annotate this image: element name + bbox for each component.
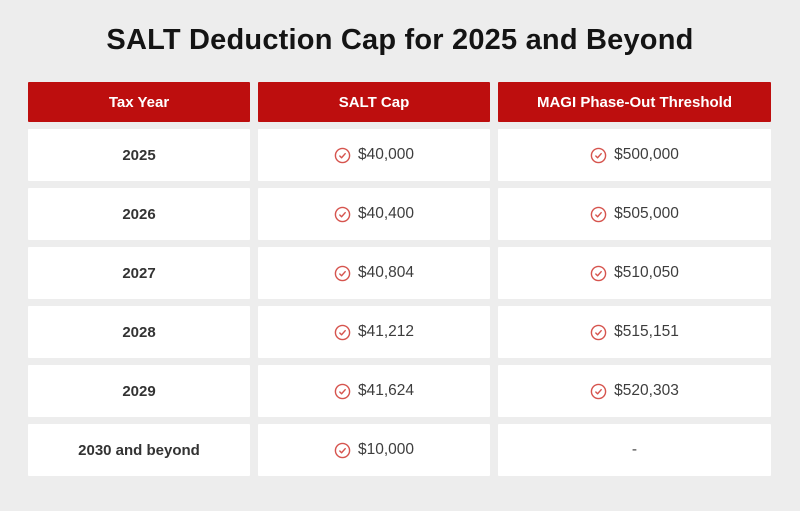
check-circle-icon: [334, 383, 351, 400]
check-circle-icon: [590, 206, 607, 223]
value-with-icon: $520,303: [590, 382, 679, 400]
salt-cap-cell: $41,212: [258, 306, 490, 358]
value-with-icon: $515,151: [590, 323, 679, 341]
salt-cap-cell: $40,000: [258, 129, 490, 181]
value-with-icon: $10,000: [334, 441, 414, 459]
salt-cap-cell: $41,624: [258, 365, 490, 417]
magi-threshold-cell: $500,000: [498, 129, 771, 181]
salt-cap-value: $40,400: [357, 205, 415, 222]
check-circle-icon: [590, 383, 607, 400]
check-circle-icon: [334, 206, 351, 223]
value-with-icon: $500,000: [590, 146, 679, 164]
tax-year-label: 2030 and beyond: [78, 441, 200, 459]
tax-year-label: 2025: [122, 146, 156, 164]
tax-year-cell: 2026: [28, 188, 250, 240]
salt-cap-value: $41,212: [357, 323, 415, 340]
value-with-icon: $40,804: [334, 264, 414, 282]
empty-value-dash: -: [631, 441, 638, 458]
tax-year-label: 2026: [122, 205, 156, 223]
magi-threshold-value: $515,151: [614, 323, 679, 340]
check-circle-icon: [590, 324, 607, 341]
salt-cap-table: Tax Year SALT Cap MAGI Phase-Out Thresho…: [28, 82, 771, 476]
tax-year-label: 2029: [122, 382, 156, 400]
salt-cap-value: $10,000: [357, 441, 415, 458]
tax-year-label: 2028: [122, 323, 156, 341]
salt-cap-value: $40,000: [357, 146, 415, 163]
page-title: SALT Deduction Cap for 2025 and Beyond: [106, 24, 694, 56]
magi-threshold-value: $505,000: [614, 205, 679, 222]
salt-cap-cell: $10,000: [258, 424, 490, 476]
magi-threshold-cell: $510,050: [498, 247, 771, 299]
magi-threshold-cell: $505,000: [498, 188, 771, 240]
magi-threshold-cell: $515,151: [498, 306, 771, 358]
value-with-icon: $41,212: [334, 323, 414, 341]
salt-cap-cell: $40,400: [258, 188, 490, 240]
value-with-icon: $505,000: [590, 205, 679, 223]
column-header-tax-year: Tax Year: [28, 82, 250, 122]
tax-year-cell: 2027: [28, 247, 250, 299]
value-with-icon: $40,000: [334, 146, 414, 164]
tax-year-cell: 2025: [28, 129, 250, 181]
salt-cap-value: $40,804: [357, 264, 415, 281]
tax-year-cell: 2030 and beyond: [28, 424, 250, 476]
magi-threshold-value: $510,050: [614, 264, 679, 281]
magi-threshold-value: $520,303: [614, 382, 679, 399]
salt-cap-cell: $40,804: [258, 247, 490, 299]
value-with-icon: $41,624: [334, 382, 414, 400]
check-circle-icon: [590, 265, 607, 282]
check-circle-icon: [334, 324, 351, 341]
check-circle-icon: [334, 265, 351, 282]
column-header-magi-threshold: MAGI Phase-Out Threshold: [498, 82, 771, 122]
tax-year-cell: 2028: [28, 306, 250, 358]
column-header-salt-cap: SALT Cap: [258, 82, 490, 122]
tax-year-label: 2027: [122, 264, 156, 282]
value-with-icon: $510,050: [590, 264, 679, 282]
magi-threshold-value: $500,000: [614, 146, 679, 163]
magi-threshold-cell: $520,303: [498, 365, 771, 417]
tax-year-cell: 2029: [28, 365, 250, 417]
salt-cap-value: $41,624: [357, 382, 415, 399]
check-circle-icon: [590, 147, 607, 164]
check-circle-icon: [334, 147, 351, 164]
value-with-icon: $40,400: [334, 205, 414, 223]
check-circle-icon: [334, 442, 351, 459]
magi-threshold-cell: -: [498, 424, 771, 476]
